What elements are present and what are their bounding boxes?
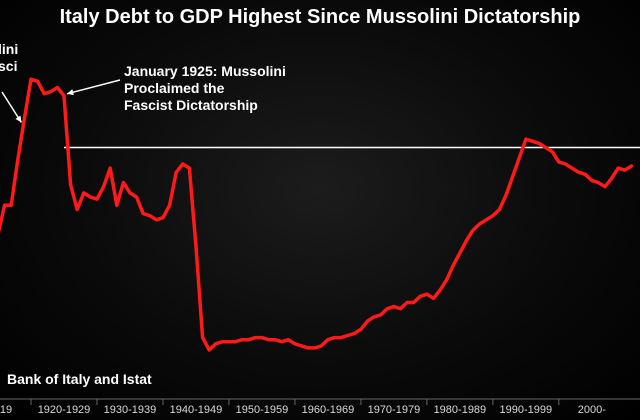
annotation-arrow-1925-head (67, 89, 74, 96)
x-tick-label: 1980-1989 (434, 404, 487, 416)
x-tick-label: 1990-1999 (500, 404, 553, 416)
annotation-january-1925: January 1925: Mussolini Proclaimed the F… (124, 63, 286, 113)
x-tick-label: 1940-1949 (170, 404, 223, 416)
annotation-arrow-1919-head (15, 115, 22, 123)
x-tick-label: 1930-1939 (104, 404, 157, 416)
x-tick-label: 1950-1959 (236, 404, 289, 416)
x-tick-label: 1960-1969 (302, 404, 355, 416)
annotation-arrow-1925 (66, 79, 121, 95)
chart-title: Italy Debt to GDP Highest Since Mussolin… (59, 6, 581, 28)
annotation-mussolini-fasci: lini sci (0, 41, 19, 74)
x-tick-label: 1920-1929 (38, 404, 91, 416)
x-tick-label: 1970-1979 (368, 404, 421, 416)
debt-to-gdp-line (0, 77, 634, 352)
source-label: Bank of Italy and Istat (7, 371, 152, 387)
x-tick-label: 2000- (578, 404, 606, 416)
